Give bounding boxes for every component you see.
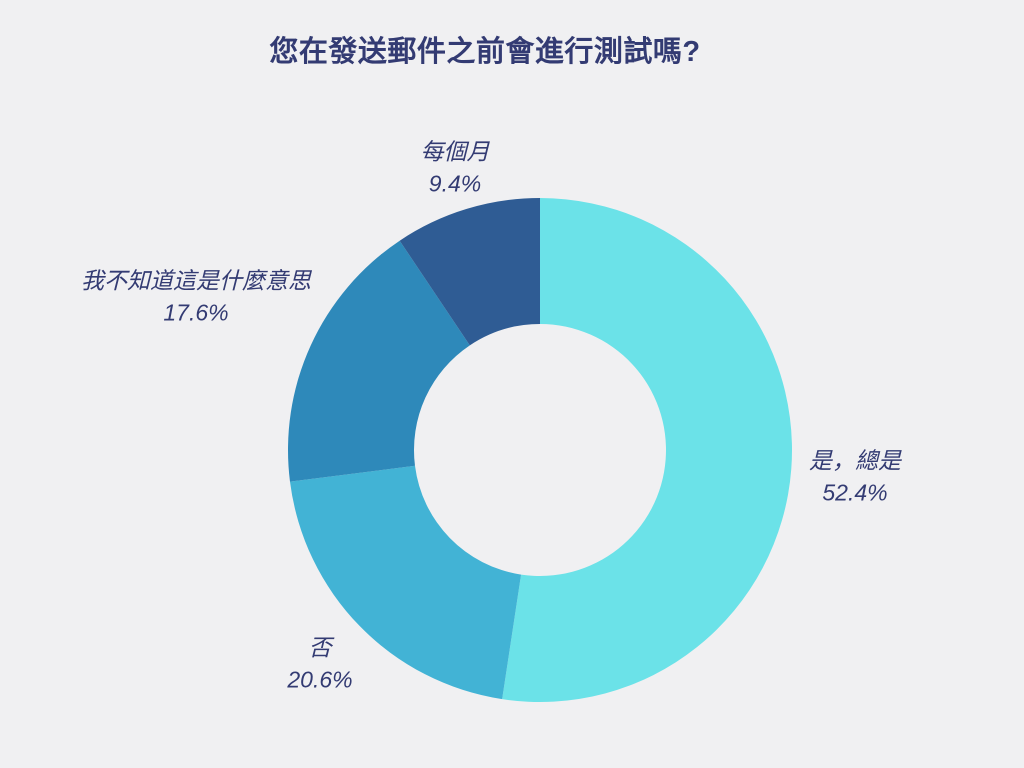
slice-label-text: 我不知道這是什麼意思 bbox=[81, 267, 311, 294]
pie-slice-2 bbox=[289, 465, 522, 700]
pie-slice-1 bbox=[502, 198, 792, 703]
pie-slice-3 bbox=[288, 240, 470, 482]
slice-percent-text: 9.4% bbox=[428, 170, 482, 196]
slice-label-text: 每個月 bbox=[420, 138, 490, 165]
slice-label-no: 否 20.6% bbox=[287, 632, 352, 695]
slice-percent-text: 17.6% bbox=[163, 299, 229, 325]
slice-label-text: 否 bbox=[308, 634, 332, 661]
slice-label-text: 是，總是 bbox=[809, 447, 901, 474]
slice-label-dont-know: 我不知道這是什麼意思 17.6% bbox=[81, 265, 311, 328]
slice-percent-text: 52.4% bbox=[822, 479, 888, 505]
slice-label-monthly: 每個月 9.4% bbox=[421, 136, 490, 199]
slice-percent-text: 20.6% bbox=[287, 666, 353, 692]
slice-label-yes-always: 是，總是 52.4% bbox=[809, 445, 901, 508]
pie-slice-4 bbox=[399, 198, 540, 346]
chart-title: 您在發送郵件之前會進行測試嗎? bbox=[269, 36, 701, 68]
